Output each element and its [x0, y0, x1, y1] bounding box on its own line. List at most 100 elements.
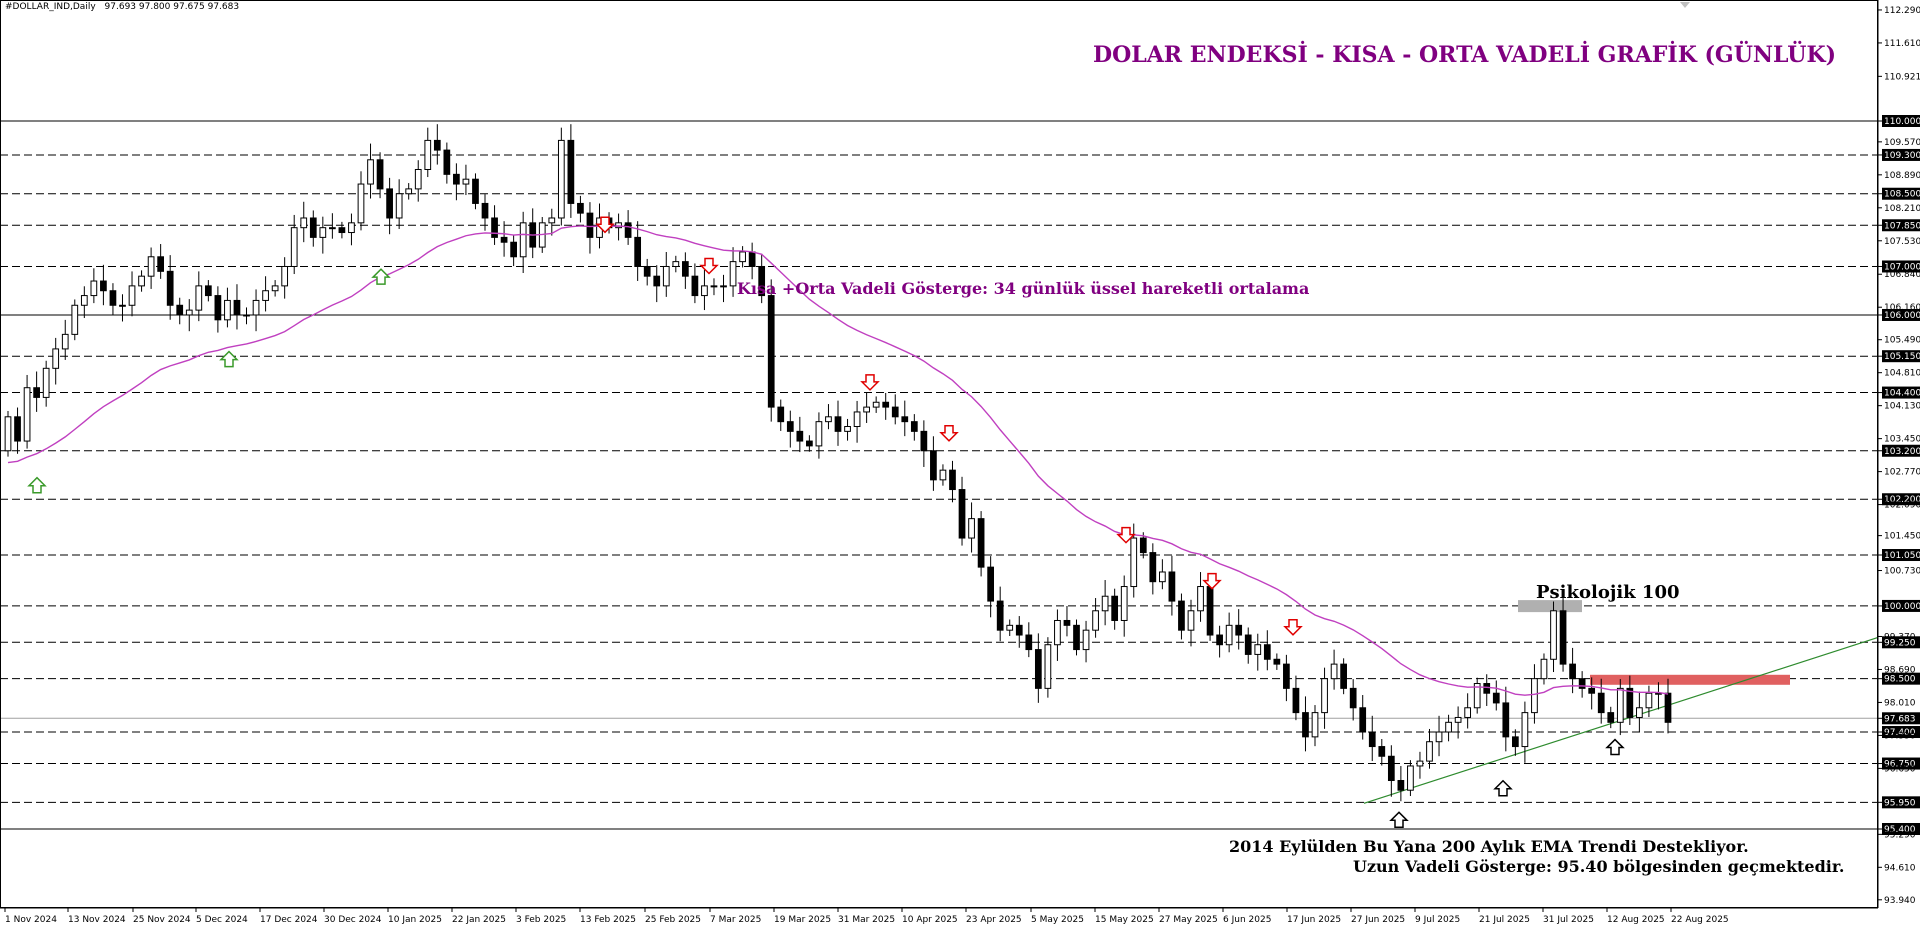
- candle-up: [195, 285, 203, 311]
- price-tick-label: 94.610: [1884, 863, 1916, 873]
- candle-down: [233, 299, 241, 316]
- candle-up: [252, 299, 260, 316]
- candle-down: [1206, 586, 1214, 636]
- candle-down: [1073, 624, 1080, 651]
- candle-down: [691, 275, 699, 297]
- price-tick-label: 96.750: [1884, 760, 1916, 770]
- candle-up: [271, 285, 279, 292]
- candle-down: [1569, 663, 1576, 680]
- candle-up: [1416, 760, 1424, 767]
- candle-down: [806, 440, 813, 447]
- price-tick-label: 106.000: [1884, 311, 1920, 321]
- candle-down: [309, 217, 317, 238]
- price-tick-label: 102.770: [1884, 468, 1920, 478]
- price-tick-label: 110.921: [1884, 72, 1920, 82]
- candle-down: [33, 387, 40, 398]
- collapse-triangle-icon[interactable]: [1680, 2, 1690, 8]
- candle-up: [128, 285, 136, 306]
- price-axis: 112.290 111.610 110.921 110.000 109.570 109.3…: [1877, 0, 1920, 908]
- price-tag-bg: [1882, 187, 1920, 200]
- candle-up: [1407, 765, 1414, 791]
- price-tag-bg: [1882, 350, 1920, 363]
- price-tag-bg: [1882, 308, 1920, 321]
- candle-down: [930, 450, 937, 481]
- candle-down: [1511, 736, 1519, 748]
- candle-up: [300, 217, 308, 229]
- candle-up: [1426, 741, 1433, 762]
- price-tick-label: 99.250: [1884, 638, 1916, 648]
- candle-down: [510, 241, 517, 258]
- candle-down: [481, 202, 489, 219]
- note-line-1: 2014 Eylülden Bu Yana 200 Aylık EMA Tren…: [1229, 837, 1749, 856]
- time-tick-label: 19 Mar 2025: [774, 915, 831, 925]
- time-tick-label: 13 Nov 2024: [68, 915, 126, 925]
- candle-down: [643, 265, 651, 277]
- price-tick-label: 104.130: [1884, 402, 1920, 412]
- candle-down: [1387, 755, 1395, 782]
- candle-down: [1283, 663, 1290, 689]
- candle-down: [1263, 644, 1271, 660]
- candle-down: [767, 295, 775, 408]
- candle-up: [1550, 610, 1557, 660]
- candle-down: [901, 416, 909, 423]
- candle-up: [4, 416, 12, 452]
- candle-up: [1636, 707, 1643, 718]
- candle-up: [739, 251, 746, 263]
- note-line-2: Uzun Vadeli Gösterge: 95.40 bölgesinden …: [1353, 857, 1845, 876]
- candle-up: [825, 416, 832, 423]
- candle-up: [357, 183, 365, 224]
- candle-up: [414, 168, 422, 190]
- ohlc-label: 97.693 97.800 97.675 97.683: [104, 2, 240, 12]
- candle-up: [23, 387, 31, 442]
- price-tick-label: 109.300: [1884, 151, 1920, 161]
- price-tick-label: 96.650: [1884, 764, 1916, 774]
- candle-up: [1445, 721, 1452, 733]
- candle-up: [1082, 629, 1090, 651]
- candle-down: [567, 139, 575, 204]
- candle-down: [577, 202, 584, 214]
- candle-up: [348, 222, 355, 234]
- grid-levels: [0, 120, 1878, 830]
- candle-down: [157, 256, 165, 272]
- time-tick-label: 22 Jan 2025: [452, 915, 506, 925]
- time-tick-label: 15 May 2025: [1095, 915, 1154, 925]
- time-tick-label: 5 May 2025: [1031, 915, 1084, 925]
- symbol-label: #DOLLAR_IND,Daily: [5, 2, 96, 12]
- candle-down: [1178, 600, 1185, 631]
- psychological-zone: [1518, 600, 1582, 613]
- candle-up: [1645, 692, 1653, 709]
- candle-down: [1244, 634, 1252, 655]
- candle-down: [214, 295, 222, 321]
- candle-down: [204, 285, 212, 297]
- candle-down: [920, 430, 928, 452]
- price-tick-label: 93.940: [1884, 896, 1916, 906]
- candle-down: [472, 178, 479, 204]
- candle-up: [863, 406, 870, 413]
- candle-up: [1321, 678, 1328, 714]
- price-tag-bg: [1882, 549, 1920, 562]
- candle-down: [996, 600, 1004, 631]
- time-tick-label: 10 Jan 2025: [388, 915, 442, 925]
- candle-down: [1588, 687, 1596, 694]
- price-tick-label: 106.160: [1884, 303, 1920, 313]
- zones: [1518, 600, 1790, 685]
- candle-up: [1197, 586, 1204, 612]
- candle-down: [1273, 658, 1281, 665]
- price-tick-label: 108.500: [1884, 190, 1920, 200]
- time-tick-label: 9 Jul 2025: [1415, 915, 1460, 925]
- time-tick-label: 5 Dec 2024: [196, 915, 248, 925]
- time-tick-label: 22 Aug 2025: [1671, 915, 1729, 925]
- price-tag-bg: [1882, 796, 1920, 809]
- candle-up: [1655, 692, 1662, 695]
- candle-up: [462, 178, 470, 185]
- candle-down: [748, 251, 756, 267]
- candle-down: [634, 236, 642, 267]
- candle-up: [1454, 716, 1462, 723]
- candle-down: [1034, 649, 1042, 689]
- candle-up: [1120, 586, 1128, 621]
- candle-down: [176, 304, 184, 316]
- candle-up: [1330, 663, 1338, 680]
- candle-up: [710, 285, 718, 288]
- candle-down: [491, 217, 498, 238]
- candle-down: [910, 421, 918, 432]
